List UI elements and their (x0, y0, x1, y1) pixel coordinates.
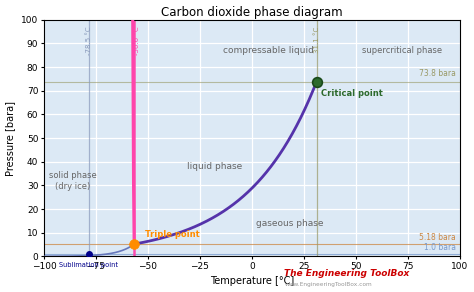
Text: Triple point: Triple point (145, 230, 199, 239)
X-axis label: Temperature [°C]: Temperature [°C] (210, 277, 294, 286)
Text: www.EngineeringToolBox.com: www.EngineeringToolBox.com (284, 282, 372, 287)
Text: Sublimation point: Sublimation point (59, 262, 118, 268)
Text: Critical point: Critical point (321, 89, 383, 98)
Text: 31.1 °C: 31.1 °C (313, 27, 319, 53)
Text: 5.18 bara: 5.18 bara (419, 233, 456, 242)
Text: -78.5 °C: -78.5 °C (86, 27, 91, 55)
Y-axis label: Pressure [bara]: Pressure [bara] (6, 100, 16, 175)
Text: The Engineering ToolBox: The Engineering ToolBox (284, 269, 410, 278)
Title: Carbon dioxide phase diagram: Carbon dioxide phase diagram (161, 6, 343, 19)
Text: liquid phase: liquid phase (187, 162, 242, 171)
Text: 73.8 bara: 73.8 bara (419, 69, 456, 78)
Text: compressable liquid: compressable liquid (223, 46, 314, 55)
Text: solid phase
(dry ice): solid phase (dry ice) (49, 171, 97, 191)
Text: -56.6 °C: -56.6 °C (134, 27, 140, 55)
Text: 1.0 bara: 1.0 bara (424, 243, 456, 252)
Text: gaseous phase: gaseous phase (255, 219, 323, 228)
Text: supercritical phase: supercritical phase (362, 46, 442, 55)
